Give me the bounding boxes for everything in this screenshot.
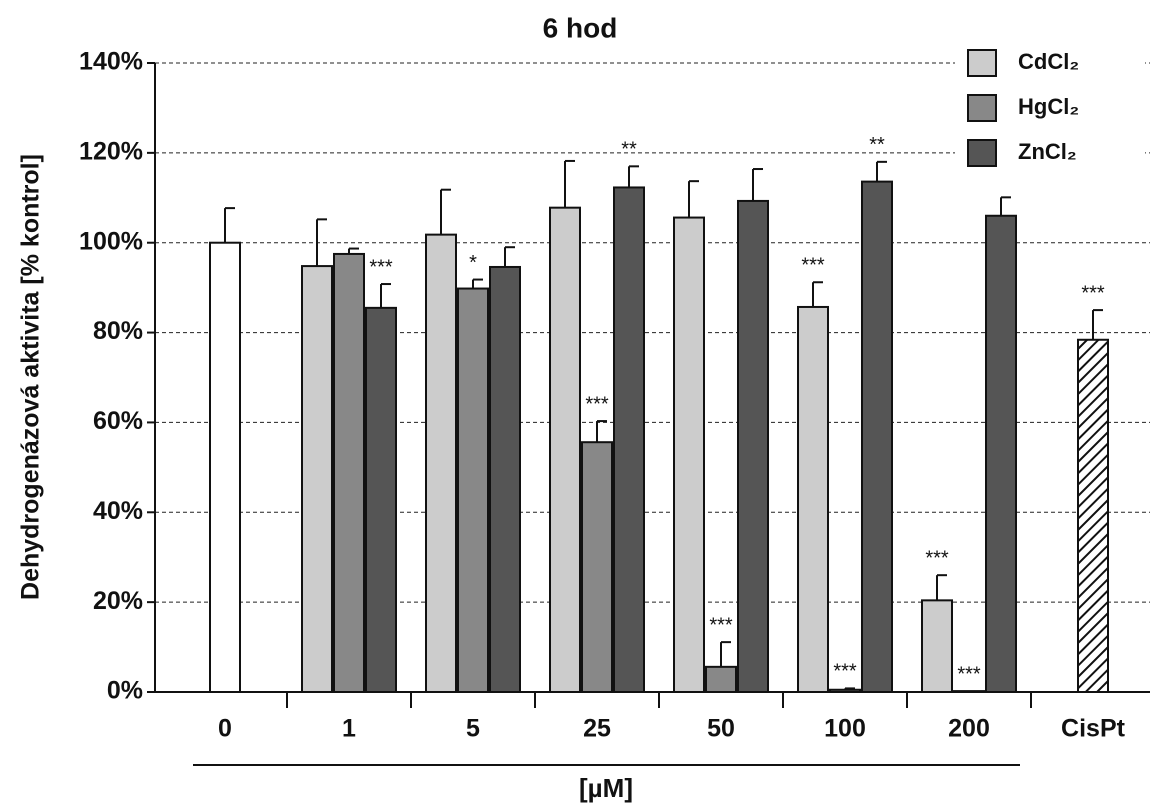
significance-label: ***: [833, 661, 857, 683]
y-tick-label: 40%: [93, 497, 143, 525]
bar: [425, 233, 457, 693]
legend-swatch: [967, 49, 997, 77]
bar: [333, 252, 365, 693]
legend-label: ZnCl₂: [1018, 139, 1077, 164]
y-tick-label: 20%: [93, 587, 143, 615]
chart-title: 6 hod: [543, 12, 618, 43]
significance-label: ***: [801, 255, 825, 277]
significance-label: **: [869, 134, 885, 156]
bar: [861, 180, 893, 694]
legend-swatch: [967, 139, 997, 167]
x-tick-label: 1: [342, 715, 356, 743]
y-tick-label: 80%: [93, 317, 143, 345]
bar: [549, 206, 581, 693]
bar: [301, 265, 333, 693]
x-tick-label: CisPt: [1061, 715, 1126, 743]
y-axis-label: Dehydrogenázová aktivita [% kontrol]: [17, 154, 45, 600]
x-tick-label: 5: [466, 715, 480, 743]
bar: [737, 199, 769, 693]
bar: [457, 287, 489, 693]
significance-label: ***: [709, 614, 733, 636]
x-axis-label: [µM]: [579, 773, 633, 803]
legend-label: CdCl₂: [1018, 49, 1079, 74]
significance-label: ***: [1081, 282, 1105, 304]
control-bar: [209, 241, 241, 693]
bar: [921, 599, 953, 693]
significance-label: ***: [585, 393, 609, 415]
legend-swatch: [967, 94, 997, 122]
bar: [985, 214, 1017, 693]
bar: [581, 441, 613, 693]
y-tick-label: 100%: [79, 227, 143, 255]
y-tick-label: 60%: [93, 407, 143, 435]
x-tick-label: 25: [583, 715, 611, 743]
x-tick-label: 0: [218, 715, 232, 743]
bar: [613, 186, 645, 693]
bar: [797, 305, 829, 693]
y-tick-label: 120%: [79, 137, 143, 165]
x-tick-label: 100: [824, 715, 866, 743]
legend-label: HgCl₂: [1018, 94, 1079, 119]
x-tick-label: 50: [707, 715, 735, 743]
cispt-bar: [1077, 338, 1109, 693]
y-tick-label: 0%: [107, 677, 143, 705]
bar: [705, 665, 737, 694]
bar: [365, 306, 397, 693]
significance-label: ***: [369, 256, 393, 278]
bar: [489, 265, 521, 693]
significance-label: **: [621, 139, 637, 161]
bar: [673, 216, 705, 693]
x-tick-label: 200: [948, 715, 990, 743]
significance-label: ***: [925, 547, 949, 569]
significance-label: *: [469, 252, 477, 274]
significance-label: ***: [957, 663, 981, 685]
y-tick-label: 140%: [79, 48, 143, 76]
